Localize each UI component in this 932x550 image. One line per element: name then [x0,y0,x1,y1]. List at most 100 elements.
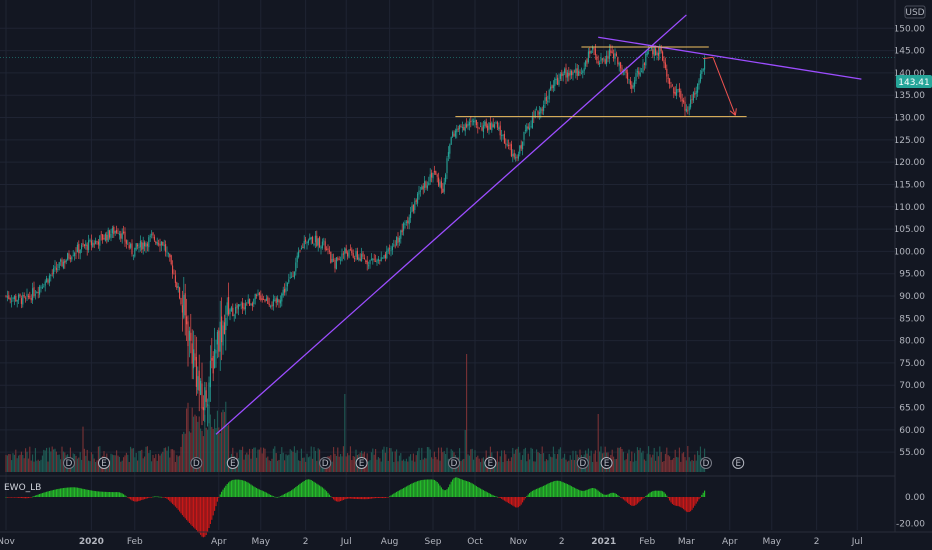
volume-bar [211,426,213,472]
candle-body [405,221,407,223]
event-marker-earnings[interactable]: E [732,457,745,470]
candle-body [286,282,288,287]
event-marker-earnings[interactable]: E [600,457,613,470]
candle-body [363,257,365,260]
event-marker-dividend[interactable]: D [319,457,332,470]
candle-body [319,237,321,248]
event-marker-earnings[interactable]: E [98,457,110,470]
oscillator-bar [418,480,420,497]
oscillator-bar [85,489,87,497]
oscillator-bar [333,497,335,500]
candle-body [270,305,272,307]
volume-bar [596,461,598,472]
volume-bar [550,456,552,472]
volume-bar [292,451,294,472]
volume-bar [256,457,258,472]
volume-bar [376,459,378,472]
volume-bar [293,446,295,472]
volume-bar [109,460,111,472]
candle-body [697,83,699,93]
candle-body [408,217,410,225]
volume-bar [19,454,21,472]
volume-bar [181,434,183,472]
volume-bar [142,458,144,472]
event-marker-earnings[interactable]: E [484,457,497,470]
volume-bar [159,455,161,472]
volume-bar [352,455,354,472]
event-marker-dividend[interactable]: D [448,457,460,470]
volume-bar [615,458,617,472]
oscillator-bar [137,497,139,502]
volume-bar [15,449,17,472]
oscillator-bar [470,482,472,497]
volume-bar [369,460,371,472]
oscillator-bar [594,488,596,497]
candle-body [282,289,284,296]
volume-bar [18,455,20,472]
event-marker-earnings[interactable]: E [355,457,368,470]
oscillator-bar [123,494,125,497]
currency-badge[interactable]: USD [904,5,926,19]
oscillator-bar [151,497,153,498]
oscillator-bar [120,492,122,497]
volume-bar [264,448,266,472]
oscillator-bar [232,479,234,497]
candle-body [678,88,680,92]
candle-body [27,295,29,298]
candle-body [235,307,237,314]
oscillator-bar [596,489,598,497]
volume-bar [257,449,259,472]
candle-body [414,201,416,210]
volume-bar [467,454,469,472]
oscillator-bar [97,491,99,497]
candle-body [540,108,542,114]
candle-body [495,122,497,124]
volume-bar [57,454,59,472]
oscillator-bar [545,484,547,497]
volume-bar [247,454,249,472]
event-marker-earnings[interactable]: E [226,457,239,470]
candle-body [587,51,589,63]
oscillator-bar [667,497,669,499]
candle-body [417,193,419,204]
currency-label: USD [905,8,924,18]
oscillator-bar [299,483,301,497]
volume-bar [391,451,393,472]
oscillator-bar [298,484,300,497]
oscillator-bar [358,497,360,500]
oscillator-bar [666,495,668,497]
volume-bar [468,455,470,472]
candle-body [523,131,525,140]
event-marker-dividend[interactable]: D [63,457,75,470]
volume-bar [34,448,36,472]
oscillator-bar [320,486,322,497]
oscillator-bar [8,497,10,498]
volume-bar [527,453,529,472]
event-marker-dividend[interactable]: D [576,457,589,470]
candle-body [200,380,202,395]
oscillator-bar [247,482,249,497]
candle-body [522,141,524,150]
oscillator-bar [54,489,56,497]
candle-body [55,267,57,270]
oscillator-bar [452,479,454,497]
volume-bar [552,446,554,472]
indicator-label[interactable]: EWO_LB [4,483,41,493]
oscillator-bar [204,497,206,537]
oscillator-bar [495,496,497,497]
candle-body [372,258,374,261]
event-marker-dividend[interactable]: D [190,457,203,470]
candle-body [398,237,400,242]
oscillator-bar [162,497,164,498]
candle-body [265,298,267,301]
oscillator-bar [411,483,413,497]
volume-bar [204,414,206,472]
volume-bar [160,453,162,472]
candle-body [545,97,547,101]
drawing-tools [215,14,862,435]
volume-bar [239,449,241,472]
event-marker-dividend[interactable]: D [700,457,712,470]
oscillator-bar [257,488,259,497]
